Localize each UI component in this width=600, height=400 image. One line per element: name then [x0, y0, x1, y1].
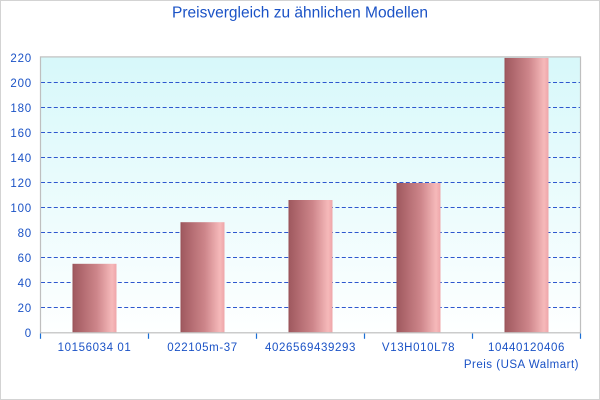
svg-text:120: 120 — [10, 178, 32, 190]
svg-text:100: 100 — [10, 203, 32, 215]
svg-text:Preis (USA Walmart): Preis (USA Walmart) — [464, 359, 579, 371]
svg-text:140: 140 — [10, 153, 32, 165]
svg-text:V13H010L78: V13H010L78 — [382, 342, 455, 354]
svg-text:10156034 01: 10156034 01 — [58, 342, 132, 354]
svg-text:180: 180 — [10, 103, 32, 115]
svg-text:220: 220 — [10, 53, 32, 65]
svg-text:20: 20 — [18, 303, 32, 315]
svg-text:40: 40 — [18, 278, 32, 290]
svg-text:10440120406: 10440120406 — [488, 342, 565, 354]
svg-text:Preisvergleich zu ähnlichen Mo: Preisvergleich zu ähnlichen Modellen — [172, 5, 428, 22]
svg-text:160: 160 — [10, 128, 32, 140]
svg-text:60: 60 — [18, 253, 32, 265]
svg-text:4026569439293: 4026569439293 — [265, 342, 356, 354]
svg-text:0: 0 — [25, 328, 32, 340]
svg-text:80: 80 — [18, 228, 32, 240]
svg-text:022105m-37: 022105m-37 — [167, 342, 238, 354]
svg-text:200: 200 — [10, 78, 32, 90]
